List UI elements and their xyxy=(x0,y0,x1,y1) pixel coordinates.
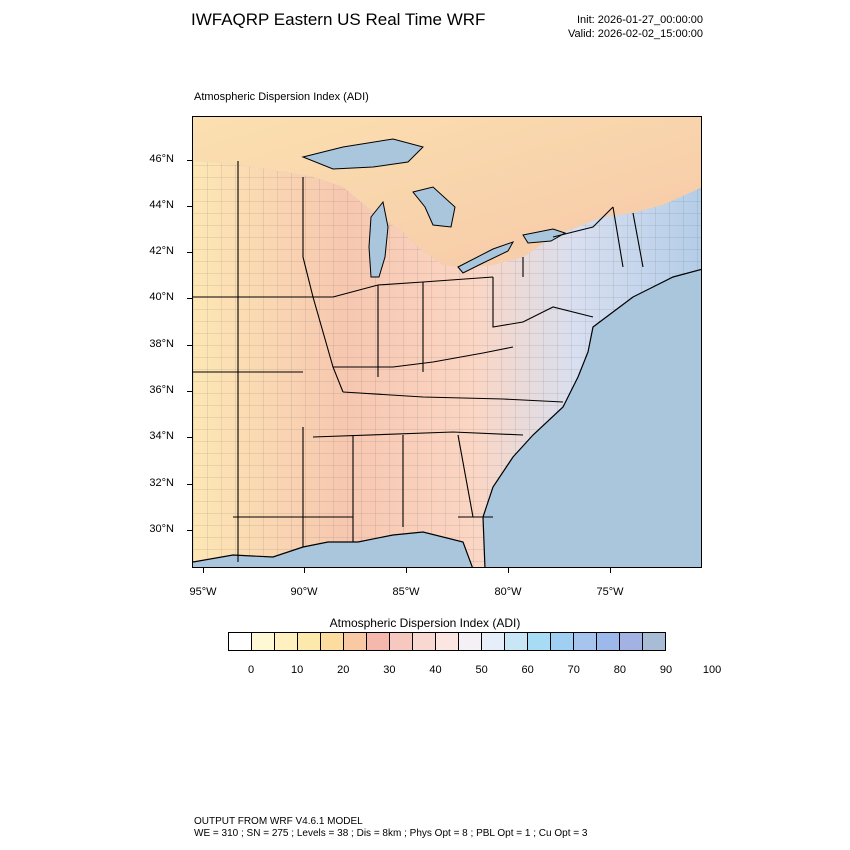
model-config: WE = 310 ; SN = 275 ; Levels = 38 ; Dis … xyxy=(194,828,588,839)
colorbar-box xyxy=(574,633,597,650)
colorbar-label: 80 xyxy=(613,664,627,676)
lat-label-32n: 32°N xyxy=(149,477,174,489)
colorbar-box xyxy=(229,633,252,650)
colorbar-label: 20 xyxy=(337,664,350,676)
lat-label-38n: 38°N xyxy=(149,338,174,350)
lon-tick xyxy=(406,568,407,573)
colorbar-box xyxy=(367,633,390,650)
colorbar-box xyxy=(298,633,321,650)
lon-label-80w: 80°W xyxy=(494,586,522,598)
lat-tick xyxy=(187,391,192,392)
lat-tick xyxy=(187,298,192,299)
colorbar-box xyxy=(505,633,528,650)
lat-tick xyxy=(187,530,192,531)
colorbar-label: 30 xyxy=(383,664,396,676)
colorbar-box xyxy=(344,633,367,650)
lat-tick xyxy=(187,160,192,161)
valid-time: Valid: 2026-02-02_15:00:00 xyxy=(568,28,703,40)
county-boundaries xyxy=(193,161,701,567)
lon-tick xyxy=(610,568,611,573)
lat-label-34n: 34°N xyxy=(149,430,174,442)
lat-label-46n: 46°N xyxy=(149,153,174,165)
lat-label-40n: 40°N xyxy=(149,291,174,303)
lat-tick xyxy=(187,345,192,346)
colorbar-box xyxy=(482,633,505,650)
colorbar-box xyxy=(275,633,298,650)
lat-tick xyxy=(187,437,192,438)
map-panel xyxy=(192,116,702,568)
colorbar-box xyxy=(597,633,620,650)
lon-label-75w: 75°W xyxy=(596,586,624,598)
lon-tick xyxy=(508,568,509,573)
lat-label-42n: 42°N xyxy=(149,245,174,257)
lat-label-36n: 36°N xyxy=(149,384,174,396)
lake-erie xyxy=(457,241,515,274)
main-title: IWFAQRP Eastern US Real Time WRF xyxy=(191,10,486,29)
colorbar-label: 60 xyxy=(521,664,534,676)
lat-label-44n: 44°N xyxy=(149,199,174,211)
colorbar-label: 50 xyxy=(475,664,488,676)
colorbar-box xyxy=(321,633,344,650)
atlantic-coastline xyxy=(482,268,701,567)
colorbar-box xyxy=(413,633,436,650)
lat-tick xyxy=(187,484,192,485)
lon-label-85w: 85°W xyxy=(392,586,420,598)
lon-label-95w: 95°W xyxy=(189,586,217,598)
colorbar xyxy=(228,632,666,651)
lon-tick xyxy=(304,568,305,573)
colorbar-label: 70 xyxy=(567,664,580,676)
map-canvas xyxy=(193,117,701,567)
colorbar-title: Atmospheric Dispersion Index (ADI) xyxy=(329,616,521,630)
lat-tick xyxy=(187,206,192,207)
colorbar-box xyxy=(528,633,551,650)
colorbar-box xyxy=(436,633,459,650)
colorbar-label: 40 xyxy=(429,664,442,676)
panel-title: Atmospheric Dispersion Index (ADI) xyxy=(194,91,369,103)
lake-michigan xyxy=(368,200,389,278)
colorbar-label: 0 xyxy=(247,664,255,676)
colorbar-box xyxy=(620,633,643,650)
lon-label-90w: 90°W xyxy=(290,586,318,598)
colorbar-box xyxy=(459,633,482,650)
lat-label-30n: 30°N xyxy=(149,523,174,535)
colorbar-box xyxy=(252,633,275,650)
colorbar-label: 100 xyxy=(702,664,722,676)
colorbar-label: 10 xyxy=(291,664,304,676)
lat-tick xyxy=(187,252,192,253)
colorbar-box xyxy=(643,633,665,650)
state-boundaries xyxy=(193,161,644,562)
lake-superior xyxy=(301,138,424,170)
lake-ontario xyxy=(522,228,567,244)
lake-huron xyxy=(412,186,456,228)
colorbar-box xyxy=(390,633,413,650)
init-time: Init: 2026-01-27_00:00:00 xyxy=(577,14,703,26)
colorbar-label: 90 xyxy=(659,664,673,676)
gulf-coastline xyxy=(193,531,473,567)
colorbar-box xyxy=(551,633,574,650)
lon-tick xyxy=(203,568,204,573)
model-info: OUTPUT FROM WRF V4.6.1 MODEL xyxy=(194,816,363,827)
